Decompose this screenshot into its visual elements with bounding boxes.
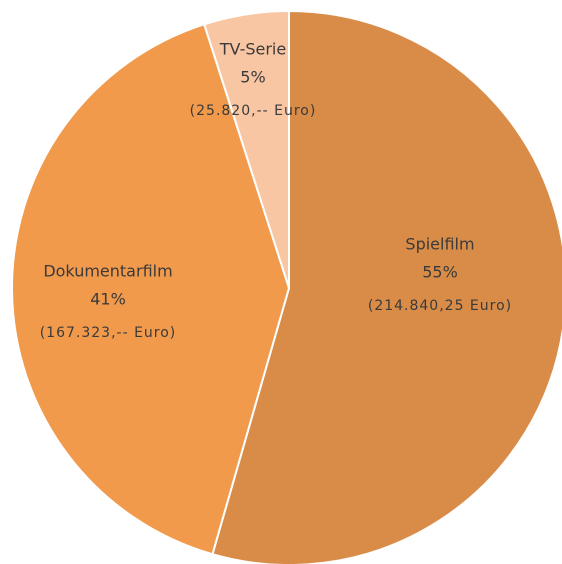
slice-amount: (167.323,-- Euro): [40, 325, 177, 341]
slice-amount: (25.820,-- Euro): [190, 103, 317, 119]
pie-slice: [11, 23, 291, 556]
pie-slice: [202, 9, 290, 289]
slice-label: Dokumentarfilm: [43, 262, 172, 281]
slice-percent: 41%: [90, 290, 126, 309]
slice-label: TV-Serie: [219, 40, 286, 59]
slice-amount: (214.840,25 Euro): [368, 298, 512, 314]
slice-percent: 5%: [240, 68, 265, 87]
pie-slice: [211, 9, 562, 564]
slice-percent: 55%: [422, 263, 458, 282]
slice-label: Spielfilm: [405, 235, 474, 254]
